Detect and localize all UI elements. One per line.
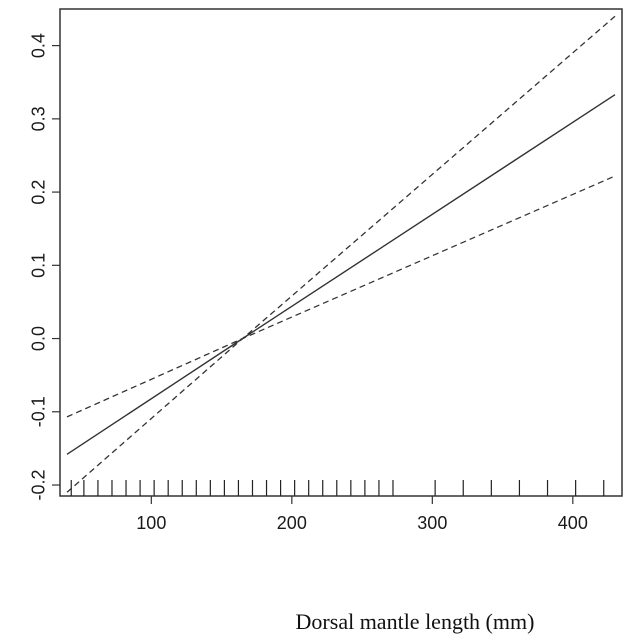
x-axis-title: Dorsal mantle length (mm) xyxy=(296,609,535,634)
y-tick-label: -0.1 xyxy=(29,396,49,427)
y-tick-label: 0.2 xyxy=(29,180,49,205)
plot-frame xyxy=(59,8,623,497)
confidence-band-line-1 xyxy=(66,175,616,418)
confidence-band-line-2 xyxy=(66,15,616,493)
y-tick-label: 0.0 xyxy=(29,326,49,351)
fit-line-0 xyxy=(66,94,616,455)
y-tick-label: -0.2 xyxy=(29,469,49,500)
y-tick-label: 0.3 xyxy=(29,106,49,131)
x-tick-label: 300 xyxy=(417,513,447,533)
y-axis: -0.2 -0.1 0.0 0.1 0.2 0.3 0.4 xyxy=(29,33,60,501)
y-tick-label: 0.4 xyxy=(29,33,49,58)
x-axis: 100 200 300 400 xyxy=(136,495,588,533)
x-tick-label: 100 xyxy=(136,513,166,533)
x-tick-label: 400 xyxy=(558,513,588,533)
rug-layer xyxy=(70,480,605,496)
plot-area xyxy=(59,8,623,497)
y-tick-label: 0.1 xyxy=(29,253,49,278)
x-tick-label: 200 xyxy=(277,513,307,533)
series-layer xyxy=(66,15,616,493)
